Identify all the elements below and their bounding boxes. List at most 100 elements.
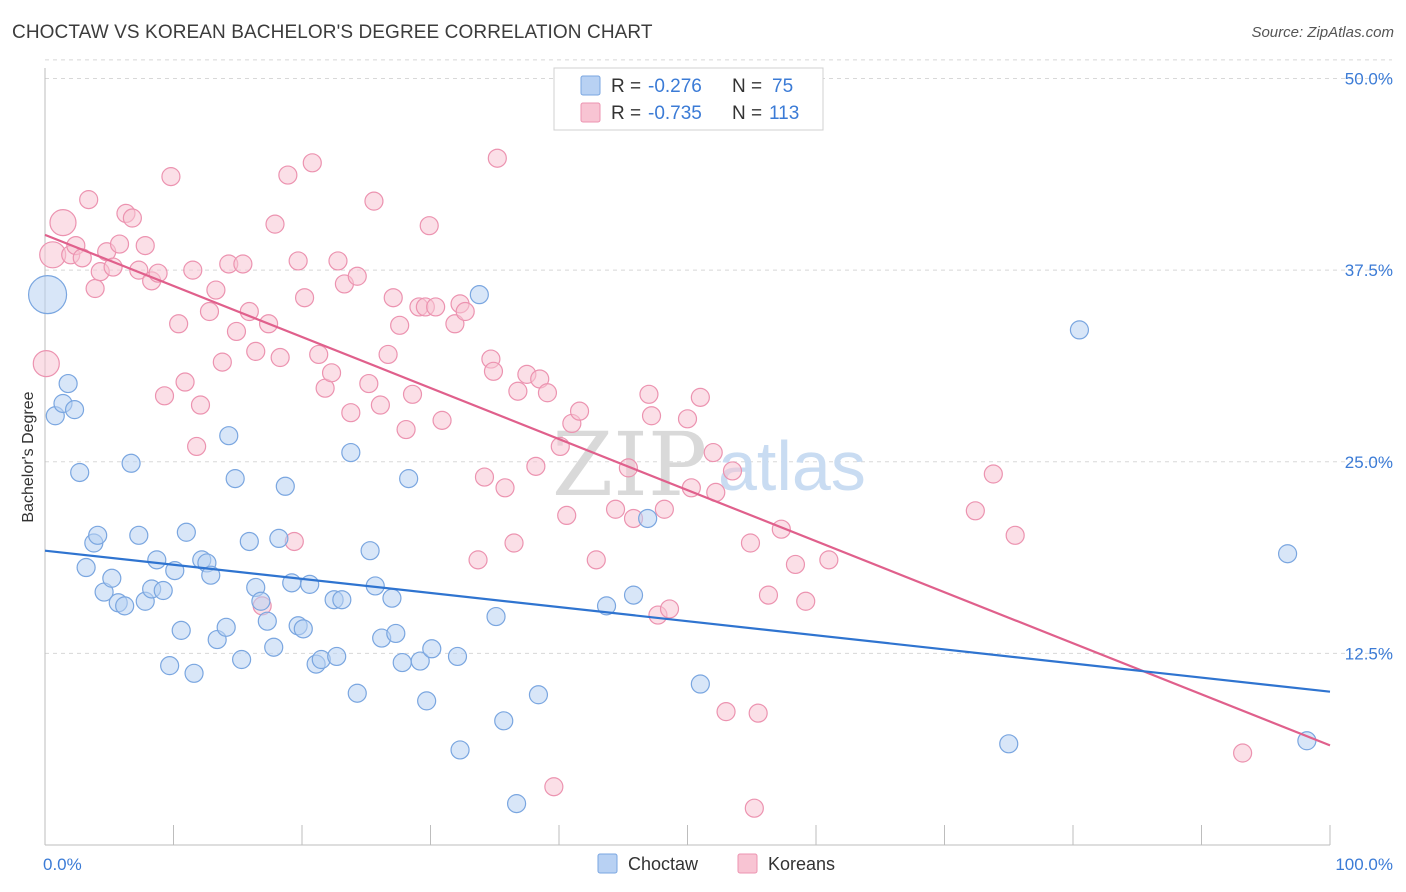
bottom-legend-swatch-choctaw xyxy=(597,853,618,874)
korean-point xyxy=(641,406,662,426)
choctaw-point xyxy=(88,525,108,545)
korean-point xyxy=(321,363,342,383)
choctaw-point xyxy=(176,522,196,542)
choctaw-point xyxy=(225,469,245,489)
choctaw-point xyxy=(332,590,352,610)
chart-title: CHOCTAW VS KOREAN BACHELOR'S DEGREE CORR… xyxy=(12,22,653,43)
choctaw-point xyxy=(347,683,367,703)
korean-point xyxy=(161,167,181,187)
korean-point xyxy=(495,478,515,498)
choctaw-point xyxy=(121,453,141,473)
legend-n-value-1: 75 xyxy=(772,76,793,97)
series-legend: Choctaw Koreans xyxy=(597,853,835,874)
choctaw-point xyxy=(257,611,277,631)
choctaw-point xyxy=(239,531,259,552)
choctaw-point xyxy=(360,541,380,561)
choctaw-point xyxy=(506,794,527,814)
tick-labels: 12.5% 25.0% 37.5% 50.0% 0.0% 100.0% xyxy=(43,70,1393,875)
choctaw-point xyxy=(596,596,617,616)
korean-point xyxy=(212,352,232,372)
korean-point xyxy=(79,190,99,210)
korean-point xyxy=(468,550,488,570)
choctaw-point xyxy=(147,550,167,570)
correlation-legend: R = -0.276 N = 75 R = -0.735 N = 113 xyxy=(553,67,824,131)
choctaw-point xyxy=(219,426,239,446)
korean-point xyxy=(537,383,558,403)
korean-point xyxy=(740,533,761,553)
korean-point xyxy=(246,341,266,361)
bottom-legend-choctaw: Choctaw xyxy=(628,854,699,874)
legend-swatch-choctaw xyxy=(580,75,601,96)
choctaw-point xyxy=(232,649,252,670)
korean-point xyxy=(370,395,390,415)
korean-point xyxy=(748,703,768,723)
choctaw-point xyxy=(469,285,489,305)
y-tick-label: 12.5% xyxy=(1345,644,1393,663)
legend-r-value-1: -0.276 xyxy=(648,76,702,97)
korean-point xyxy=(341,403,361,423)
choctaw-point xyxy=(293,619,313,639)
korean-point xyxy=(965,501,985,521)
legend-n-label-1: N = xyxy=(732,76,762,97)
korean-point xyxy=(226,321,247,342)
korean-point xyxy=(85,278,105,299)
choctaw-point xyxy=(129,525,149,545)
korean-point xyxy=(284,531,304,552)
korean-point xyxy=(122,208,142,228)
korean-point xyxy=(278,165,298,185)
korean-point xyxy=(618,458,638,478)
korean-point xyxy=(487,148,507,168)
korean-point xyxy=(154,386,175,406)
choctaw-point xyxy=(58,373,78,394)
korean-point xyxy=(659,599,680,619)
legend-n-value-2: 113 xyxy=(769,103,799,124)
korean-point xyxy=(309,344,329,365)
trend-line-koreans xyxy=(44,233,1331,747)
choctaw-point xyxy=(153,580,173,601)
legend-r-label-2: R = xyxy=(611,103,641,124)
korean-point xyxy=(544,777,564,797)
korean-point xyxy=(758,585,779,605)
korean-point xyxy=(526,456,546,476)
korean-point xyxy=(654,499,674,519)
choctaw-point xyxy=(216,617,236,637)
series-choctaw xyxy=(27,275,1317,814)
y-tick-label: 37.5% xyxy=(1345,261,1393,280)
choctaw-point xyxy=(160,656,180,676)
korean-point xyxy=(206,280,226,300)
choctaw-point xyxy=(392,652,412,673)
choctaw-point xyxy=(269,528,289,549)
korean-point xyxy=(169,314,189,334)
trend-line-choctaw xyxy=(44,549,1331,693)
choctaw-point xyxy=(64,400,85,420)
korean-point xyxy=(557,505,577,526)
bottom-legend-koreans: Koreans xyxy=(768,854,835,874)
korean-point xyxy=(294,288,315,308)
korean-point xyxy=(359,373,379,394)
watermark-atlas: atlas xyxy=(718,427,866,505)
choctaw-point xyxy=(382,588,402,608)
korean-point xyxy=(396,419,416,440)
choctaw-point xyxy=(275,476,295,496)
choctaw-point xyxy=(1069,320,1090,340)
korean-point xyxy=(432,410,452,430)
korean-point xyxy=(983,464,1003,484)
korean-point xyxy=(677,409,698,429)
korean-point xyxy=(716,702,736,722)
choctaw-point xyxy=(184,663,204,683)
korean-point xyxy=(402,384,423,404)
choctaw-point xyxy=(251,591,271,611)
x-tick-label: 0.0% xyxy=(43,855,82,874)
legend-n-label-2: N = xyxy=(732,103,762,124)
korean-point xyxy=(187,436,207,457)
choctaw-point xyxy=(1277,544,1298,564)
korean-point xyxy=(265,214,285,234)
choctaw-point xyxy=(27,275,68,315)
korean-point xyxy=(508,381,528,401)
choctaw-point xyxy=(999,734,1019,754)
source-label: Source: ZipAtlas.com xyxy=(1251,24,1394,41)
choctaw-point xyxy=(417,691,437,711)
axes xyxy=(44,68,1331,846)
legend-r-value-2: -0.735 xyxy=(648,103,702,124)
